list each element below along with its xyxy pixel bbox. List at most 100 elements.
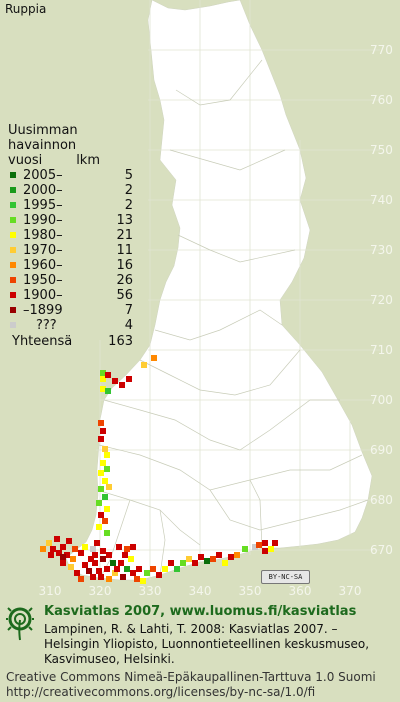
occurrence-square (252, 544, 258, 550)
legend-row-count: 16 (116, 258, 133, 273)
occurrence-square (124, 546, 130, 552)
y-tick-label: 720 (370, 293, 393, 307)
legend-row: –1899 7 (8, 303, 133, 318)
legend-row-count: 56 (116, 288, 133, 303)
x-tick-label: 310 (38, 584, 62, 598)
occurrence-square (105, 372, 111, 378)
legend-row-count: 7 (124, 303, 133, 318)
legend-row: 2005– 5 (8, 168, 133, 183)
occurrence-square (90, 546, 96, 552)
occurrence-square (256, 542, 262, 548)
species-name: Ruppia (5, 2, 47, 16)
occurrence-square (262, 540, 268, 546)
occurrence-square (106, 484, 112, 490)
occurrence-square (162, 566, 168, 572)
legend-row-label: 1980– (23, 228, 63, 243)
legend-row-count: 2 (124, 183, 133, 198)
occurrence-square (186, 556, 192, 562)
legend-swatch (10, 232, 16, 238)
citation-line: Kasvimuseo, Helsinki. (44, 652, 175, 666)
footer-citation: Lampinen, R. & Lahti, T. 2008: Kasviatla… (44, 622, 369, 667)
legend-row-label: 2000– (23, 183, 63, 198)
occurrence-square (141, 362, 147, 368)
legend-row: 2000– 2 (8, 183, 133, 198)
legend-row-label: 1900– (23, 288, 63, 303)
legend-col-count: lkm (76, 153, 100, 168)
occurrence-square (40, 546, 46, 552)
license-line[interactable]: http://creativecommons.org/licenses/by-n… (6, 685, 316, 699)
occurrence-square (192, 560, 198, 566)
legend: Uusimman havainnon vuosi lkm 2005– 5 2000–… (8, 123, 133, 349)
occurrence-square (106, 552, 112, 558)
occurrence-square (100, 556, 106, 562)
legend-row: 1980– 21 (8, 228, 133, 243)
occurrence-square (54, 536, 60, 542)
y-tick-label: 730 (370, 243, 393, 257)
citation-line: Helsingin Yliopisto, Luonnontieteellinen… (44, 637, 370, 651)
occurrence-square (105, 388, 111, 394)
legend-row: ??? 4 (8, 318, 133, 333)
occurrence-square (96, 500, 102, 506)
occurrence-square (100, 376, 106, 382)
occurrence-square (98, 436, 104, 442)
x-tick-label: 360 (288, 584, 312, 598)
legend-row-label: ??? (36, 318, 57, 333)
occurrence-square (74, 570, 80, 576)
legend-swatch (10, 247, 16, 253)
legend-heading-line: havainnon (8, 138, 77, 153)
occurrence-square (72, 546, 78, 552)
occurrence-square (100, 428, 106, 434)
occurrence-square (262, 548, 268, 554)
occurrence-square (96, 568, 102, 574)
footer-title[interactable]: Kasviatlas 2007, www.luomus.fi/kasviatla… (44, 604, 357, 619)
occurrence-square (102, 494, 108, 500)
legend-row-count: 26 (116, 273, 133, 288)
citation-line: Lampinen, R. & Lahti, T. 2008: Kasviatla… (44, 622, 338, 636)
occurrence-square (156, 572, 162, 578)
occurrence-square (104, 530, 110, 536)
legend-row-label: 1990– (23, 213, 63, 228)
legend-swatch (10, 307, 16, 313)
occurrence-square (242, 546, 248, 552)
occurrence-square (98, 512, 104, 518)
occurrence-square (98, 420, 104, 426)
y-tick-label: 690 (370, 443, 393, 457)
legend-swatch (10, 277, 16, 283)
legend-row-label: –1899 (23, 303, 63, 318)
cc-license-badge[interactable]: BY-NC-SA (261, 570, 310, 584)
legend-rows: 2005– 5 2000– 2 1995– 2 1990– 13 1980– 21 1970– 11 1… (8, 168, 133, 333)
legend-row-label: 1970– (23, 243, 63, 258)
legend-row-label: 1950– (23, 273, 63, 288)
legend-row-count: 2 (124, 198, 133, 213)
legend-swatch (10, 217, 16, 223)
legend-total-count: 163 (108, 334, 133, 349)
occurrence-square (198, 554, 204, 560)
license-line: Creative Commons Nimeä-Epäkaupallinen-Ta… (6, 670, 376, 684)
occurrence-square (46, 540, 52, 546)
legend-row-count: 21 (116, 228, 133, 243)
legend-swatch (10, 202, 16, 208)
legend-total: Yhteensä 163 (8, 334, 133, 349)
occurrence-square (100, 386, 106, 392)
occurrence-square (150, 566, 156, 572)
occurrence-square (128, 556, 134, 562)
x-tick-label: 340 (188, 584, 212, 598)
occurrence-square (94, 540, 100, 546)
legend-row: 1970– 11 (8, 243, 133, 258)
legend-col-year: vuosi (8, 153, 43, 168)
occurrence-square (104, 466, 110, 472)
legend-row: 1990– 13 (8, 213, 133, 228)
occurrence-square (114, 566, 120, 572)
occurrence-square (134, 576, 140, 582)
x-tick-label: 330 (138, 584, 162, 598)
legend-row-count: 5 (124, 168, 133, 183)
legend-row: 1960– 16 (8, 258, 133, 273)
occurrence-square (204, 558, 210, 564)
occurrence-square (60, 554, 66, 560)
legend-heading: Uusimman havainnon vuosi lkm (8, 123, 133, 168)
occurrence-square (210, 556, 216, 562)
legend-row: 1900– 56 (8, 288, 133, 303)
occurrence-square (92, 560, 98, 566)
occurrence-square (118, 560, 124, 566)
occurrence-square (140, 578, 146, 584)
